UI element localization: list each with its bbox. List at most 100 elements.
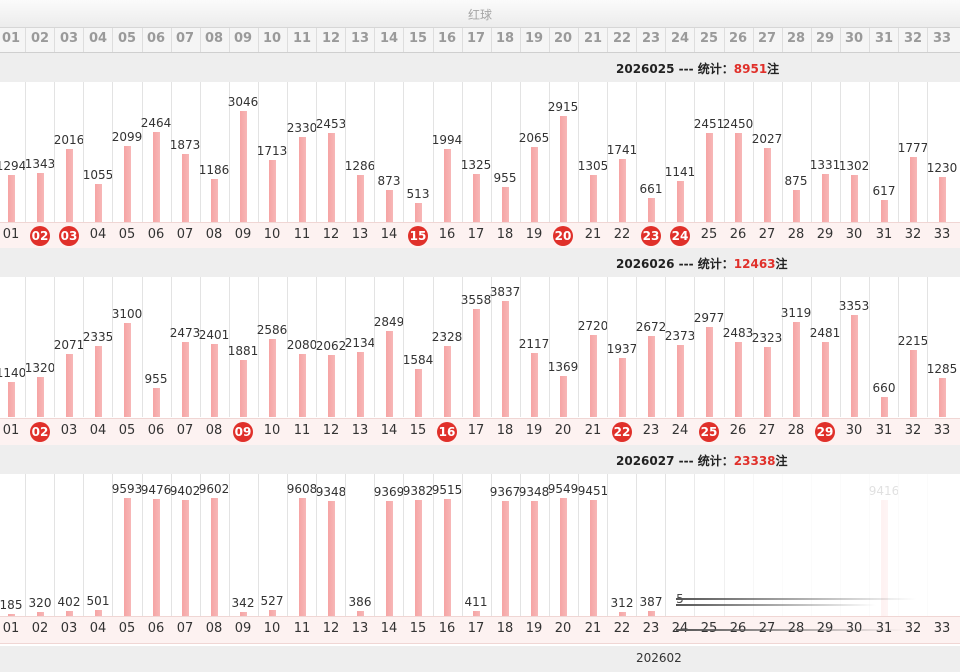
ball-number: 16	[438, 621, 456, 636]
column-separator	[491, 28, 492, 52]
column-separator	[433, 28, 434, 52]
ball-number: 22	[613, 621, 631, 636]
bar-value-label: 2373	[664, 329, 696, 343]
column-separator	[316, 28, 317, 52]
frequency-bar	[677, 345, 684, 417]
column-separator	[636, 28, 637, 52]
bar-value-label: 2027	[751, 132, 783, 146]
grid-line	[898, 82, 899, 222]
column-separator	[782, 28, 783, 52]
frequency-bar	[444, 346, 451, 417]
column-number: 18	[495, 31, 515, 46]
grid-line	[316, 474, 317, 616]
ball-number: 14	[380, 621, 398, 636]
ball-number: 20	[554, 621, 572, 636]
frequency-bar	[764, 347, 771, 417]
ball-number: 12	[322, 621, 340, 636]
grid-line	[578, 82, 579, 222]
bar-value-label: 527	[260, 594, 284, 608]
bar-value-label: 9348	[518, 485, 550, 499]
redaction-fade	[666, 474, 960, 616]
column-separator	[83, 28, 84, 52]
stats-total: 8951	[733, 62, 768, 76]
frequency-bar	[153, 388, 160, 417]
ball-number: 28	[787, 227, 805, 242]
bar-value-label: 1302	[838, 159, 870, 173]
frequency-bar	[502, 501, 509, 616]
bar-value-label: 2672	[635, 320, 667, 334]
grid-line	[520, 474, 521, 616]
bar-value-label: 9382	[402, 484, 434, 498]
bar-value-label: 402	[57, 595, 81, 609]
grid-line	[840, 82, 841, 222]
ball-number: 24	[666, 621, 694, 636]
ball-number: 33	[933, 423, 951, 438]
bar-value-label: 2915	[547, 100, 579, 114]
bar-value-label: 3353	[838, 299, 870, 313]
grid-line	[112, 82, 113, 222]
bar-value-label: 1140	[0, 366, 27, 380]
ball-number: 04	[89, 423, 107, 438]
ball-number: 14	[380, 423, 398, 438]
column-number: 27	[757, 31, 777, 46]
grid-line	[83, 277, 84, 417]
ball-number: 05	[118, 227, 136, 242]
frequency-bar	[473, 309, 480, 417]
column-number: 23	[641, 31, 661, 46]
frequency-bar	[357, 175, 364, 222]
grid-line	[753, 82, 754, 222]
frequency-bar	[8, 382, 15, 417]
ball-number: 02	[31, 621, 49, 636]
ball-number: 30	[840, 621, 868, 636]
frequency-bar	[211, 344, 218, 417]
column-number: 30	[844, 31, 864, 46]
bar-value-label: 955	[493, 171, 517, 185]
bar-value-label: 2065	[518, 131, 550, 145]
bar-value-label: 9602	[198, 482, 230, 496]
column-number: 24	[670, 31, 690, 46]
frequency-bar	[66, 149, 73, 222]
grid-line	[549, 277, 550, 417]
period-summary-bar: 2026027 --- 统计：23338注	[0, 445, 960, 474]
frequency-bar	[735, 133, 742, 222]
column-number: 17	[466, 31, 486, 46]
grid-line	[869, 277, 870, 417]
ball-number: 09	[234, 227, 252, 242]
bar-value-label: 875	[784, 174, 808, 188]
bar-value-label: 2451	[693, 117, 725, 131]
bar-value-label: 312	[610, 596, 634, 610]
frequency-bar	[590, 335, 597, 417]
bar-value-label: 387	[639, 595, 663, 609]
bar-value-label: 1343	[24, 157, 56, 171]
bar-value-label: 2481	[809, 326, 841, 340]
grid-line	[112, 277, 113, 417]
grid-line	[200, 277, 201, 417]
column-separator	[811, 28, 812, 52]
grid-line	[462, 474, 463, 616]
column-number: 10	[262, 31, 282, 46]
ball-number: 01	[2, 227, 20, 242]
column-number: 08	[204, 31, 224, 46]
frequency-bar	[590, 175, 597, 222]
period-summary: 2026026 --- 统计：12463注	[616, 255, 788, 272]
grid-line	[200, 474, 201, 616]
grid-line	[171, 277, 172, 417]
bar-value-label: 1937	[606, 342, 638, 356]
bar-value-label: 2215	[897, 334, 929, 348]
grid-line	[54, 82, 55, 222]
grid-line	[83, 474, 84, 616]
drawn-ball: 09	[233, 422, 253, 442]
ball-number: 31	[875, 227, 893, 242]
frequency-bar	[299, 137, 306, 222]
frequency-bar	[66, 611, 73, 616]
period-chart-2026025: 1294134320161055209924641873118630461713…	[0, 82, 960, 250]
frequency-bar	[648, 336, 655, 417]
bar-value-label: 1285	[926, 362, 958, 376]
column-separator	[549, 28, 550, 52]
grid-line	[229, 474, 230, 616]
frequency-bar	[240, 360, 247, 417]
grid-line	[607, 474, 608, 616]
ball-number: 12	[322, 423, 340, 438]
frequency-bar	[8, 614, 15, 616]
period-summary: 2026027 --- 统计：23338注	[616, 452, 788, 469]
